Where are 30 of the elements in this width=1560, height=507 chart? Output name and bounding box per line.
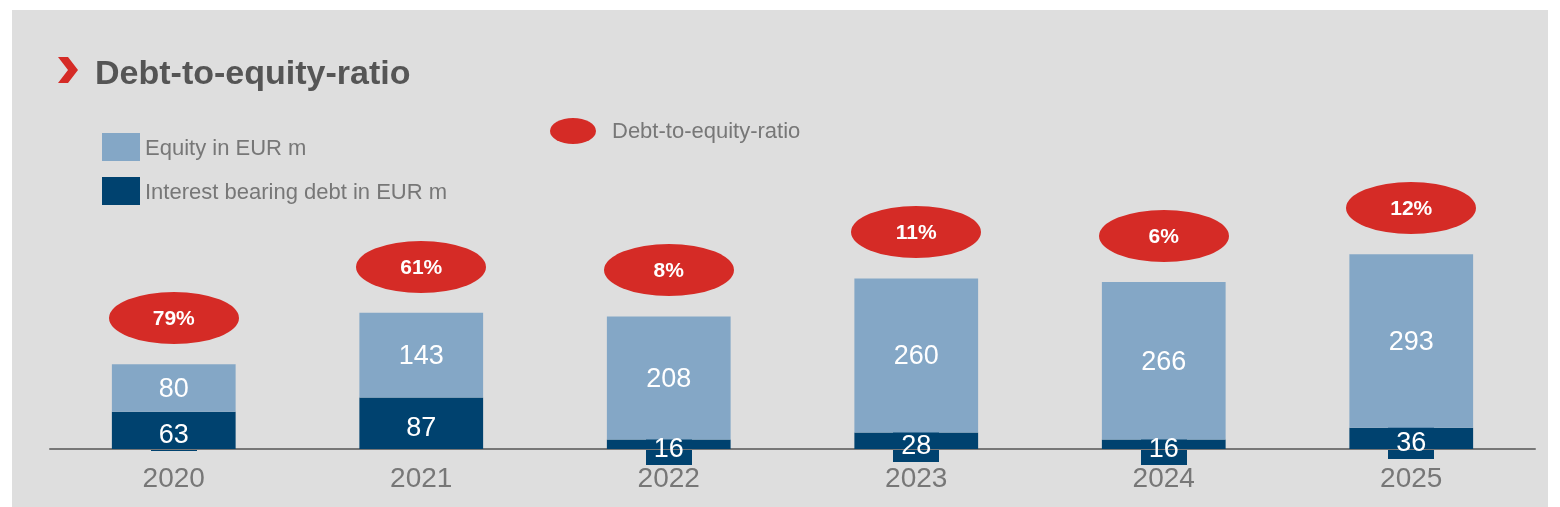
bar — [359, 397, 484, 449]
bar — [1101, 282, 1226, 440]
data-label: 260 — [893, 340, 939, 371]
x-tick-label: 2021 — [390, 461, 453, 493]
x-tick-label: 2020 — [142, 461, 205, 493]
data-label: 28 — [901, 429, 932, 460]
x-tick-label: 2023 — [885, 461, 948, 493]
bar — [111, 364, 236, 412]
data-label: 293 — [1388, 325, 1434, 356]
bar — [359, 312, 484, 398]
data-label: 36 — [1396, 427, 1427, 458]
legend-label: Interest bearing debt in EUR m — [145, 178, 448, 204]
data-label: 87 — [406, 412, 437, 443]
bar — [854, 278, 979, 433]
bar — [111, 411, 236, 449]
chart-title: Debt-to-equity-ratio — [95, 53, 411, 91]
x-tick-label: 2024 — [1132, 461, 1195, 493]
text: Debt-to-equity-ratio — [612, 118, 801, 144]
x-tick-label: 2022 — [637, 461, 700, 493]
data-label: 80 — [158, 373, 189, 404]
data-label: 16 — [653, 433, 684, 464]
x-tick-label: 2025 — [1380, 461, 1443, 493]
legend-label: Equity in EUR m — [145, 134, 307, 160]
bar — [1349, 254, 1474, 428]
data-label: 16 — [1148, 433, 1179, 464]
data-label: 208 — [646, 362, 692, 393]
data-label: 63 — [158, 419, 189, 450]
data-label: 266 — [1141, 345, 1187, 376]
bar — [606, 316, 731, 440]
data-label: 143 — [398, 340, 444, 371]
